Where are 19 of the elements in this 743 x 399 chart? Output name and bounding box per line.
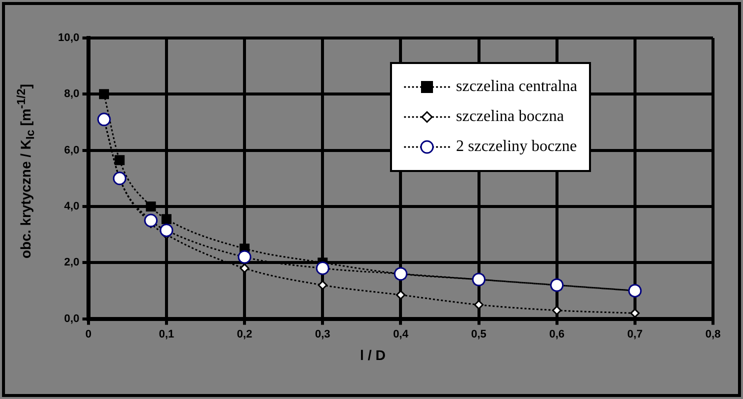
x-tick-label: 0,2: [236, 328, 252, 340]
y-tick-label: 4,0: [64, 200, 80, 213]
y-tick-label: 8,0: [64, 88, 80, 100]
x-tick-label: 0,5: [471, 328, 486, 340]
x-tick-label: 0: [85, 328, 92, 340]
legend-label: szczelina centralna: [456, 78, 578, 96]
x-tick-label: 0,6: [549, 328, 564, 340]
y-tick-label: 0,0: [64, 312, 80, 325]
y-tick-label: 10,0: [58, 32, 80, 44]
y-tick-label: 6,0: [64, 144, 80, 156]
x-tick-label: 0,4: [393, 328, 410, 340]
y-tick-label: 2,0: [64, 256, 80, 269]
x-tick-label: 0,8: [705, 328, 721, 340]
x-axis-title: l / D: [360, 347, 386, 363]
legend-label: szczelina boczna: [456, 108, 564, 126]
x-tick-label: 0,7: [627, 328, 643, 340]
legend-label: 2 szczeliny boczne: [456, 138, 577, 156]
x-tick-label: 0,1: [158, 328, 174, 340]
x-tick-label: 0,3: [314, 328, 330, 340]
